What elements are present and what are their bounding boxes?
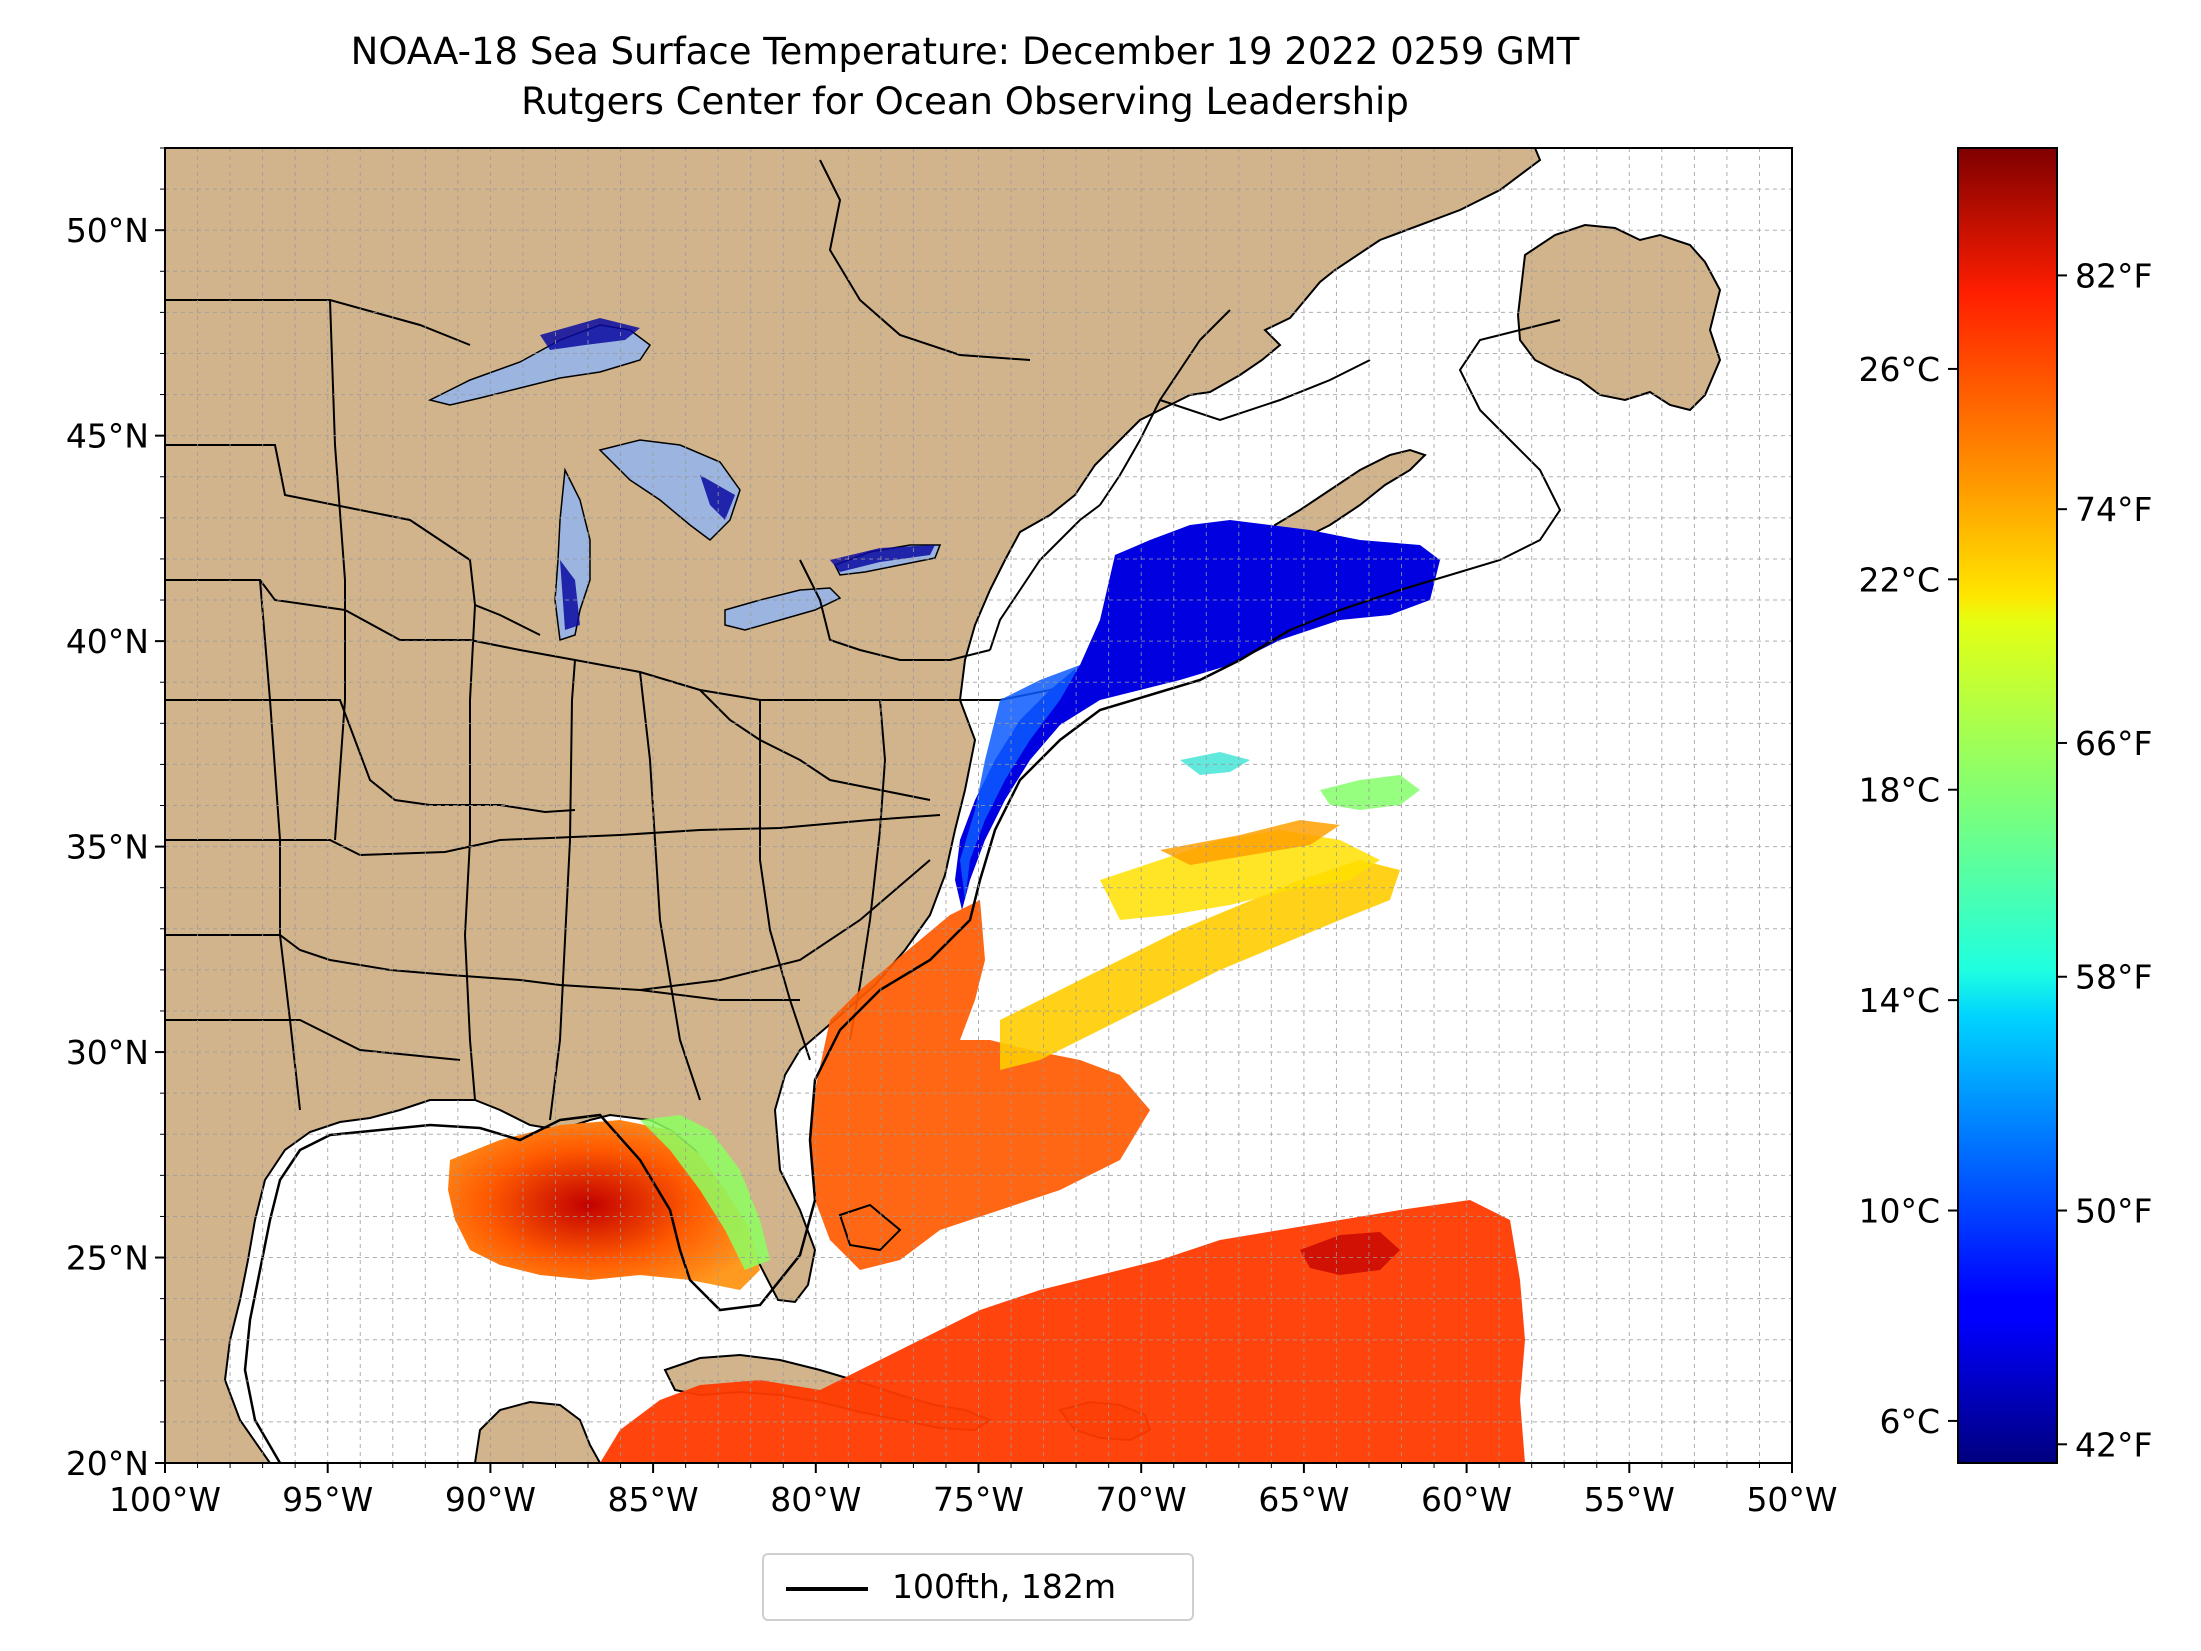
lon-tick-label: 55°W [1584,1480,1675,1519]
celsius-tick-label: 6°C [1879,1402,1940,1441]
sst-gulf-stream-plume [1000,860,1400,1070]
lat-tick-label: 50°N [66,211,149,250]
great-lakes [427,324,942,642]
land-north-america [165,148,1542,1463]
lon-tick-label: 75°W [933,1480,1024,1519]
sst-cyan-patches [1180,752,1250,775]
sst-gulf-shelf-green [640,1115,770,1270]
sst-cool-shelf [960,665,1080,900]
fahrenheit-tick-label: 74°F [2075,490,2152,529]
lon-tick-label: 80°W [770,1480,861,1519]
lat-tick-label: 45°N [66,417,149,456]
lat-tick-label: 35°N [66,828,149,867]
celsius-tick-label: 22°C [1858,560,1940,599]
lat-tick-label: 25°N [66,1239,149,1278]
lon-tick-label: 95°W [282,1480,373,1519]
land-yucatan [473,1400,602,1463]
legend-line-swatch [786,1587,868,1591]
lat-tick-label: 40°N [66,622,149,661]
sst-tropical-atlantic [600,1200,1525,1463]
legend-label: 100fth, 182m [892,1567,1116,1606]
lon-tick-label: 70°W [1096,1480,1187,1519]
fahrenheit-tick-label: 50°F [2075,1192,2152,1231]
sst-tropical-dark [1300,1232,1400,1275]
celsius-tick-label: 18°C [1858,771,1940,810]
legend: 100fth, 182m [762,1553,1194,1621]
fahrenheit-tick-label: 66°F [2075,724,2152,763]
gridlines [165,148,1792,1463]
sst-plume-orange [1160,820,1340,865]
isobath-100fth [243,628,1291,1463]
isobath-ne [1289,319,1562,631]
lat-tick-label: 30°N [66,1033,149,1072]
map-area [165,148,1792,1463]
celsius-tick-label: 10°C [1858,1192,1940,1231]
lat-tick-label: 20°N [66,1444,149,1483]
lon-tick-label: 90°W [445,1480,536,1519]
map-subtitle: Rutgers Center for Ocean Observing Leade… [521,80,1409,123]
fahrenheit-tick-label: 42°F [2075,1425,2152,1464]
lake-sst-fringes [540,318,935,630]
lon-tick-label: 85°W [608,1480,699,1519]
sst-gulf-stream-south [810,900,1150,1270]
celsius-tick-label: 14°C [1858,981,1940,1020]
lon-tick-label: 100°W [109,1480,221,1519]
sst-mid-atlantic-yellow [1100,830,1380,920]
fahrenheit-tick-label: 82°F [2075,256,2152,295]
celsius-tick-label: 26°C [1858,350,1940,389]
colorbar [1957,147,2058,1464]
map-title: NOAA-18 Sea Surface Temperature: Decembe… [350,30,1580,73]
political-borders [165,159,1371,1121]
lon-tick-label: 50°W [1746,1480,1837,1519]
lon-tick-label: 65°W [1258,1480,1349,1519]
colorbar-ticks: 6°C 10°C 14°C 18°C 22°C 26°C 42°F 50°F 58°F 66°F 7… [1858,256,2152,1464]
sst-green-patches [1320,775,1420,810]
lon-tick-label: 60°W [1421,1480,1512,1519]
map-axes: 100°W 95°W 90°W 85°W 80°W 75°W 70°W 65°W 60°W 55°… [66,147,1838,1519]
fahrenheit-tick-label: 58°F [2075,958,2152,997]
